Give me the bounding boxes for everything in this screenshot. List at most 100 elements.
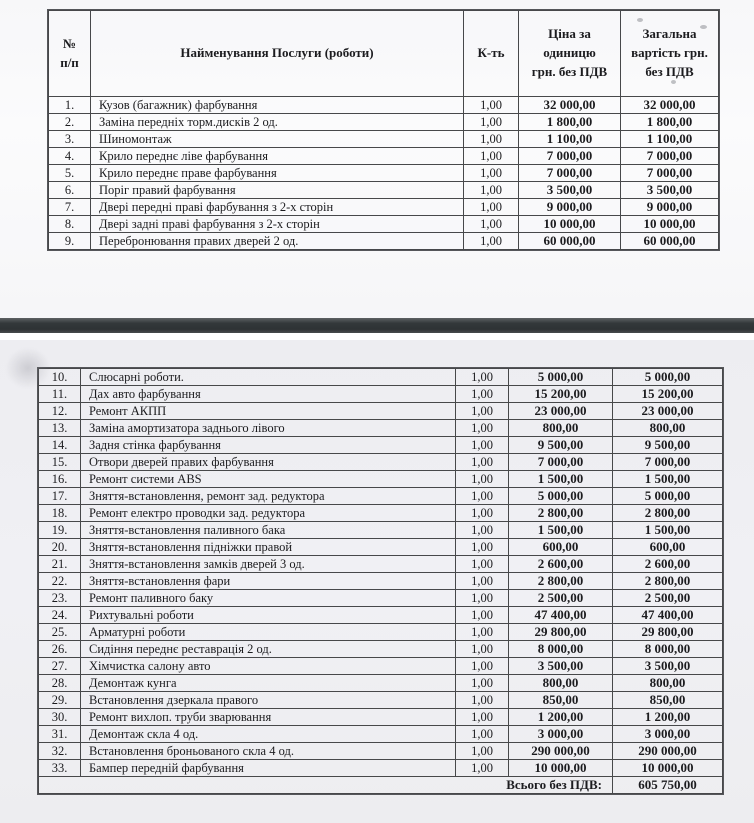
cell-name: Демонтаж кунга <box>80 674 456 692</box>
cell-price: 10 000,00 <box>508 759 613 777</box>
header-cell-quantity: К-ть <box>463 10 519 97</box>
cell-name: Ремонт паливного баку <box>80 589 456 607</box>
cell-num: 28. <box>38 674 81 692</box>
scan-speck <box>700 25 707 29</box>
cell-price: 10 000,00 <box>518 215 621 233</box>
cell-qty: 1,00 <box>463 215 519 233</box>
cell-price: 29 800,00 <box>508 623 613 641</box>
scan-speck <box>671 80 676 84</box>
cell-num: 11. <box>38 385 81 403</box>
cell-total: 3 500,00 <box>612 657 723 675</box>
table-row: 13. Заміна амортизатора заднього лівого 1,… <box>38 419 723 437</box>
cell-price: 2 500,00 <box>508 589 613 607</box>
table-row: 16. Ремонт системи ABS 1,00 1 500,00 1 500,0… <box>38 470 723 488</box>
cell-qty: 1,00 <box>455 436 509 454</box>
cell-price: 1 800,00 <box>518 113 621 131</box>
scan-smudge-artifact <box>6 348 50 388</box>
table-row: 29. Встановлення дзеркала правого 1,00 850,… <box>38 691 723 709</box>
cell-name: Крило переднє праве фарбування <box>90 164 464 182</box>
cell-qty: 1,00 <box>455 759 509 777</box>
scanned-page-top: № п/п Найменування Послуги (роботи) К-ть… <box>0 0 754 318</box>
cell-total: 2 500,00 <box>612 589 723 607</box>
table-row: 24. Рихтувальні роботи 1,00 47 400,00 47 400… <box>38 606 723 624</box>
cell-num: 27. <box>38 657 81 675</box>
table-row: 4. Крило переднє ліве фарбування 1,00 7 000… <box>48 147 719 165</box>
cell-total: 2 800,00 <box>612 572 723 590</box>
cell-price: 800,00 <box>508 674 613 692</box>
cell-price: 7 000,00 <box>518 147 621 165</box>
cell-name: Перебронювання правих дверей 2 од. <box>90 232 464 250</box>
table-row: 3. Шиномонтаж 1,00 1 100,00 1 100,00 <box>48 130 719 148</box>
cell-num: 7. <box>48 198 91 216</box>
table2-body: 10. Слюсарні роботи. 1,00 5 000,00 5 000,00 1… <box>38 368 723 777</box>
cell-total: 850,00 <box>612 691 723 709</box>
cell-name: Бампер передній фарбування <box>80 759 456 777</box>
cell-total: 8 000,00 <box>612 640 723 658</box>
cell-name: Дах авто фарбування <box>80 385 456 403</box>
cell-name: Хімчистка салону авто <box>80 657 456 675</box>
cell-qty: 1,00 <box>455 368 509 386</box>
cell-num: 15. <box>38 453 81 471</box>
cell-total: 5 000,00 <box>612 368 723 386</box>
cell-qty: 1,00 <box>455 725 509 743</box>
cell-num: 26. <box>38 640 81 658</box>
cell-name: Двері задні праві фарбування з 2-х сторі… <box>90 215 464 233</box>
cell-price: 1 100,00 <box>518 130 621 148</box>
cell-price: 32 000,00 <box>518 96 621 114</box>
cell-price: 3 000,00 <box>508 725 613 743</box>
cell-price: 9 500,00 <box>508 436 613 454</box>
cell-name: Двері передні праві фарбування з 2-х сто… <box>90 198 464 216</box>
cell-num: 9. <box>48 232 91 250</box>
cell-price: 3 500,00 <box>508 657 613 675</box>
cell-qty: 1,00 <box>463 164 519 182</box>
cell-num: 6. <box>48 181 91 199</box>
cell-name: Поріг правий фарбування <box>90 181 464 199</box>
cell-price: 800,00 <box>508 419 613 437</box>
cell-num: 32. <box>38 742 81 760</box>
cell-total: 1 800,00 <box>620 113 719 131</box>
table-row: 23. Ремонт паливного баку 1,00 2 500,00 2 50… <box>38 589 723 607</box>
cell-price: 15 200,00 <box>508 385 613 403</box>
cell-price: 2 800,00 <box>508 504 613 522</box>
cell-num: 31. <box>38 725 81 743</box>
cell-num: 2. <box>48 113 91 131</box>
cell-qty: 1,00 <box>455 470 509 488</box>
cell-total: 47 400,00 <box>612 606 723 624</box>
cell-total: 7 000,00 <box>612 453 723 471</box>
table-row: 10. Слюсарні роботи. 1,00 5 000,00 5 000,00 <box>38 368 723 386</box>
cell-name: Слюсарні роботи. <box>80 368 456 386</box>
cell-price: 5 000,00 <box>508 487 613 505</box>
cell-num: 33. <box>38 759 81 777</box>
cell-name: Кузов (багажник) фарбування <box>90 96 464 114</box>
cell-total: 800,00 <box>612 419 723 437</box>
services-table-page2: 10. Слюсарні роботи. 1,00 5 000,00 5 000,00 1… <box>38 368 723 794</box>
cell-num: 8. <box>48 215 91 233</box>
cell-name: Встановлення броньованого скла 4 од. <box>80 742 456 760</box>
cell-qty: 1,00 <box>455 453 509 471</box>
cell-qty: 1,00 <box>455 555 509 573</box>
cell-qty: 1,00 <box>463 113 519 131</box>
cell-qty: 1,00 <box>455 487 509 505</box>
table1-body: 1. Кузов (багажник) фарбування 1,00 32 000,… <box>48 96 719 250</box>
cell-price: 1 500,00 <box>508 521 613 539</box>
cell-qty: 1,00 <box>455 640 509 658</box>
cell-price: 60 000,00 <box>518 232 621 250</box>
table-footer: Всього без ПДВ: 605 750,00 <box>38 776 723 794</box>
cell-total: 1 200,00 <box>612 708 723 726</box>
cell-name: Ремонт вихлоп. труби зварювання <box>80 708 456 726</box>
cell-qty: 1,00 <box>463 147 519 165</box>
cell-price: 1 200,00 <box>508 708 613 726</box>
cell-num: 19. <box>38 521 81 539</box>
cell-total: 10 000,00 <box>612 759 723 777</box>
cell-total: 290 000,00 <box>612 742 723 760</box>
cell-total: 1 100,00 <box>620 130 719 148</box>
cell-total: 3 000,00 <box>612 725 723 743</box>
cell-qty: 1,00 <box>455 674 509 692</box>
cell-name: Встановлення дзеркала правого <box>80 691 456 709</box>
table-row: 11. Дах авто фарбування 1,00 15 200,00 15 20… <box>38 385 723 403</box>
cell-qty: 1,00 <box>463 181 519 199</box>
table-row: 26. Сидіння переднє реставрація 2 од. 1,00… <box>38 640 723 658</box>
cell-num: 20. <box>38 538 81 556</box>
table-row: 6. Поріг правий фарбування 1,00 3 500,00 3 5… <box>48 181 719 199</box>
cell-name: Зняття-встановлення замків дверей 3 од. <box>80 555 456 573</box>
